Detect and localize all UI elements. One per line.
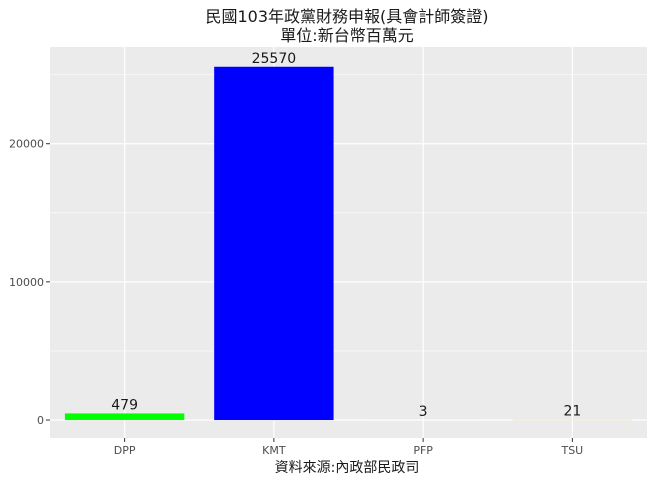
x-tick-label: TSU xyxy=(560,444,583,457)
y-axis: 0 10000 20000 xyxy=(9,138,50,427)
bar-kmt xyxy=(214,66,334,421)
data-labels: 479 25570 3 21 xyxy=(111,51,581,420)
x-tick-label: DPP xyxy=(114,444,136,457)
data-label-kmt: 25570 xyxy=(252,51,297,67)
bars xyxy=(64,66,633,421)
y-tick-label: 0 xyxy=(37,414,44,427)
y-tick-label: 10000 xyxy=(9,276,44,289)
bar-dpp xyxy=(64,413,185,421)
x-axis-title: 資料來源:內政部民政司 xyxy=(275,460,420,476)
x-tick-label: KMT xyxy=(262,444,286,457)
data-label-pfp: 3 xyxy=(419,404,428,420)
bar-pfp xyxy=(363,419,483,421)
y-tick-label: 20000 xyxy=(9,138,44,151)
bar-tsu xyxy=(512,419,633,421)
chart-subtitle: 單位:新台幣百萬元 xyxy=(280,26,413,45)
x-tick-label: PFP xyxy=(413,444,433,457)
x-axis: DPP KMT PFP TSU xyxy=(114,438,583,457)
plot-panel xyxy=(50,47,647,438)
chart-title: 民國103年政黨財務申報(具會計師簽證) xyxy=(205,7,488,26)
data-label-dpp: 479 xyxy=(111,397,138,413)
data-label-tsu: 21 xyxy=(563,404,581,420)
